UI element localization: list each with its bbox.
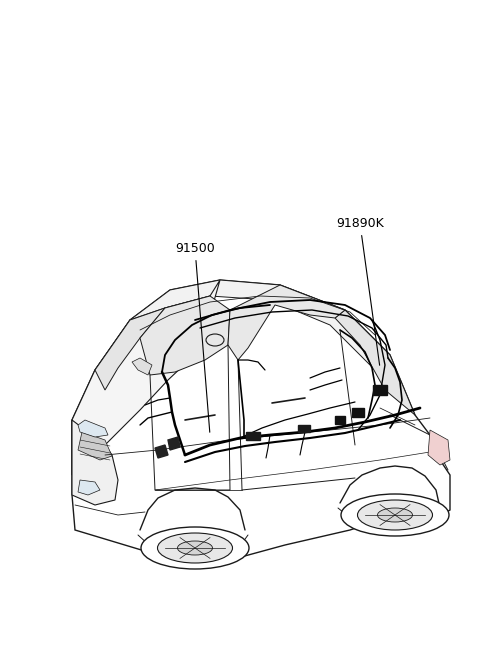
Polygon shape [335,310,415,415]
Ellipse shape [141,527,249,569]
Text: 91890K: 91890K [336,217,384,365]
Text: 91500: 91500 [175,242,215,432]
Polygon shape [78,432,112,460]
Polygon shape [72,280,220,475]
Polygon shape [246,432,260,440]
Polygon shape [428,430,450,465]
Polygon shape [155,445,168,458]
Polygon shape [95,308,165,390]
Polygon shape [373,385,387,395]
Polygon shape [352,407,364,417]
Ellipse shape [377,508,412,522]
Ellipse shape [157,533,232,563]
Polygon shape [72,280,450,560]
Polygon shape [132,358,152,375]
Polygon shape [130,280,390,365]
Polygon shape [168,437,180,450]
Polygon shape [78,480,100,495]
Polygon shape [78,420,108,437]
Polygon shape [228,285,345,360]
Ellipse shape [341,494,449,536]
Polygon shape [335,416,345,424]
Polygon shape [72,420,118,505]
Ellipse shape [358,500,432,530]
Polygon shape [298,425,310,432]
Polygon shape [140,296,230,375]
Ellipse shape [178,541,213,555]
